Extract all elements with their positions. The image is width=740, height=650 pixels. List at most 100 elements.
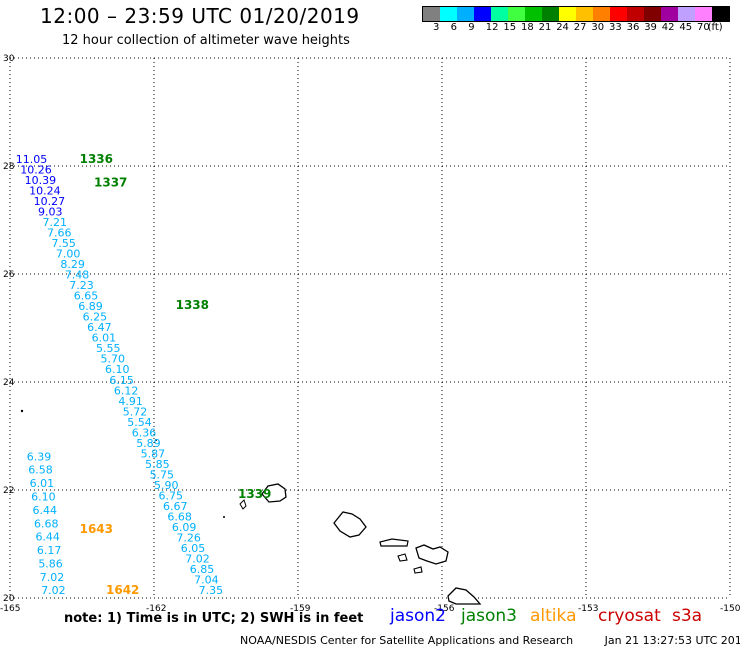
altimeter-tracks: 11.0510.2610.3910.2410.279.037.217.667.5…	[16, 153, 223, 597]
legend-swatch	[491, 7, 508, 21]
wave-height-value: 6.10	[105, 363, 130, 376]
wave-height-value: 6.36	[132, 426, 157, 439]
legend-label: 15	[503, 22, 517, 33]
wave-height-value: 5.85	[145, 458, 170, 471]
legend-label: 42	[661, 22, 675, 33]
wave-height-value: 5.90	[154, 479, 179, 492]
wave-height-value: 9.03	[38, 205, 63, 218]
wave-height-value: 5.89	[136, 437, 161, 450]
lat-tick-label: 20	[3, 594, 15, 604]
legend-swatch	[712, 7, 729, 21]
wave-height-value: 6.44	[33, 504, 58, 517]
island-lanai	[397, 553, 408, 562]
wave-height-value: 7.02	[185, 553, 210, 566]
island-oahu	[333, 511, 367, 538]
legend-label: 30	[591, 22, 605, 33]
wave-height-value: 6.39	[27, 450, 52, 463]
wave-height-value: 6.05	[181, 542, 206, 555]
pass-number-label: 1336	[80, 152, 113, 166]
legend-label: 33	[609, 22, 622, 33]
map-subtitle: 12 hour collection of altimeter wave hei…	[62, 33, 350, 48]
legend-label: 27	[573, 22, 587, 33]
wave-height-value: 6.09	[172, 521, 197, 534]
legend-swatch	[661, 7, 678, 21]
lat-tick-label: 26	[3, 270, 15, 280]
legend-label: 3	[433, 22, 440, 33]
legend-swatch	[695, 7, 712, 21]
footer-credit: NOAA/NESDIS Center for Satellite Applica…	[240, 634, 574, 647]
lon-tick-label: -162	[146, 604, 166, 614]
color-legend	[422, 6, 730, 22]
footer-timestamp: Jan 21 13:27:53 UTC 2019	[604, 634, 740, 647]
wave-height-value: 6.65	[74, 290, 99, 303]
pass-number-label: 1642	[106, 583, 139, 597]
pass-labels: 1336 1337 1338 1339 1643 1642	[80, 152, 272, 597]
wave-height-value: 5.70	[101, 353, 126, 366]
lat-tick-label: 24	[3, 378, 15, 388]
wave-height-value: 5.75	[150, 468, 175, 481]
hawaiian-islands	[20, 409, 482, 605]
wave-height-value: 7.21	[43, 216, 68, 229]
legend-swatch	[542, 7, 559, 21]
legend-label: 45	[679, 22, 693, 33]
wave-height-value: 6.68	[34, 517, 59, 530]
wave-height-value: 6.75	[158, 490, 183, 503]
island-niihau	[239, 499, 247, 510]
island-dot	[223, 516, 225, 518]
island-dot	[20, 409, 24, 413]
legend-label: 36	[626, 22, 640, 33]
footer: NOAA/NESDIS Center for Satellite Applica…	[240, 634, 740, 647]
wave-height-value: 6.12	[114, 384, 139, 397]
legend-label: 21	[538, 22, 552, 33]
wave-height-value: 7.66	[47, 226, 72, 239]
legend-swatch	[423, 7, 440, 21]
island-hawaii	[447, 587, 482, 605]
wave-height-value: 5.87	[141, 447, 166, 460]
wave-height-value: 6.15	[109, 374, 133, 387]
legend-label: (ft)	[707, 22, 723, 33]
wave-height-value: 10.27	[34, 195, 66, 208]
satellite-key-s3a: s3a	[672, 606, 703, 626]
lon-tick-label: -150	[720, 604, 740, 614]
legend-swatch	[508, 7, 525, 21]
legend-label: 6	[450, 22, 457, 33]
satellite-key-cryosat: cryosat	[598, 606, 661, 626]
lon-tick-label: -165	[0, 604, 20, 614]
wave-height-value: 7.35	[199, 584, 224, 597]
wave-height-value: 10.24	[29, 184, 61, 197]
island-dot	[155, 439, 157, 441]
wave-height-value: 6.58	[28, 464, 52, 477]
legend-label: 9	[468, 22, 475, 33]
wave-height-value: 6.67	[163, 500, 188, 513]
legend-swatch	[593, 7, 610, 21]
color-legend-labels: 3 6 9 12 15 18 21 24 27 30 33 36 39 42 45 70 (ft)	[422, 22, 740, 36]
wave-height-value: 6.47	[87, 321, 112, 334]
satellite-key-jason3: jason3	[461, 606, 517, 626]
wave-height-value: 7.55	[51, 237, 76, 250]
wave-height-value: 10.39	[25, 174, 57, 187]
island-kauai	[261, 483, 287, 503]
wave-height-value: 5.86	[38, 557, 63, 570]
wave-height-value: 6.17	[37, 544, 62, 557]
units-note: note: 1) Time is in UTC; 2) SWH is in fe…	[64, 611, 364, 626]
legend-swatch	[610, 7, 627, 21]
legend-swatch	[474, 7, 491, 21]
legend-label: 39	[644, 22, 657, 33]
wave-height-value: 7.02	[40, 571, 64, 584]
legend-label: 12	[485, 22, 499, 33]
wave-height-value: 5.54	[127, 416, 151, 429]
wave-height-value: 4.91	[118, 395, 143, 408]
wave-height-value: 7.26	[176, 532, 201, 545]
legend-swatch	[559, 7, 576, 21]
wave-height-value: 7.04	[194, 574, 219, 587]
wave-height-value: 6.85	[190, 563, 215, 576]
lon-tick-label: -153	[578, 604, 598, 614]
graticule: -165 -162 -159 -156 -153 -150 30 28 26 24 22 20	[0, 54, 740, 614]
wave-height-value: 6.44	[35, 531, 60, 544]
wave-height-value: 7.48	[65, 269, 90, 282]
wave-height-value: 5.72	[123, 405, 148, 418]
pass-number-label: 1338	[176, 298, 209, 312]
wave-height-value: 5.55	[96, 342, 121, 355]
legend-label: 24	[556, 22, 569, 33]
